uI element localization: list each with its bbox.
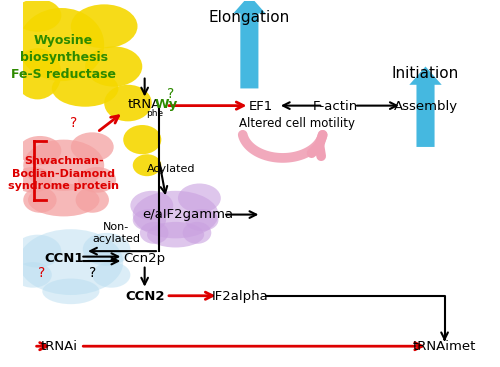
Text: IF2alpha: IF2alpha xyxy=(212,290,268,304)
Ellipse shape xyxy=(14,0,62,32)
Ellipse shape xyxy=(76,187,109,213)
Text: CCN2: CCN2 xyxy=(125,290,164,304)
Ellipse shape xyxy=(18,8,104,81)
Text: tRNA: tRNA xyxy=(128,98,161,112)
FancyArrow shape xyxy=(233,0,266,88)
Ellipse shape xyxy=(24,139,104,191)
Ellipse shape xyxy=(140,222,168,244)
Text: CCN1: CCN1 xyxy=(44,252,84,265)
Ellipse shape xyxy=(28,184,100,217)
Ellipse shape xyxy=(71,132,114,161)
Ellipse shape xyxy=(71,4,138,48)
Ellipse shape xyxy=(147,222,204,247)
Text: Acylated: Acylated xyxy=(146,164,195,174)
Text: e/aIF2gamma: e/aIF2gamma xyxy=(142,208,233,221)
Ellipse shape xyxy=(130,191,173,220)
Ellipse shape xyxy=(42,279,100,304)
Ellipse shape xyxy=(14,262,52,288)
Text: Non-
acylated: Non- acylated xyxy=(92,222,140,244)
Ellipse shape xyxy=(24,187,56,213)
Text: Elongation: Elongation xyxy=(209,10,290,25)
Text: tRNAi: tRNAi xyxy=(40,340,78,353)
Ellipse shape xyxy=(78,167,116,193)
Text: Altered cell motility: Altered cell motility xyxy=(239,117,355,131)
Ellipse shape xyxy=(178,184,221,213)
Text: Shwachman-
Bodian-Diamond
syndrome protein: Shwachman- Bodian-Diamond syndrome prote… xyxy=(8,156,119,192)
FancyArrow shape xyxy=(410,66,442,147)
Ellipse shape xyxy=(14,48,62,99)
Text: ?: ? xyxy=(38,266,45,280)
Text: Wyosine
biosynthesis
Fe-S reductase: Wyosine biosynthesis Fe-S reductase xyxy=(11,34,116,81)
Text: Assembly: Assembly xyxy=(394,100,458,113)
Ellipse shape xyxy=(83,233,130,266)
Text: Initiation: Initiation xyxy=(392,66,459,81)
Ellipse shape xyxy=(85,46,142,87)
Ellipse shape xyxy=(18,229,123,295)
Ellipse shape xyxy=(18,136,62,165)
Ellipse shape xyxy=(182,222,212,244)
Ellipse shape xyxy=(14,235,62,268)
Text: ?: ? xyxy=(70,116,77,130)
Text: phe: phe xyxy=(146,109,163,118)
Ellipse shape xyxy=(185,209,218,231)
Text: F-actin: F-actin xyxy=(312,100,358,113)
Ellipse shape xyxy=(92,262,130,288)
Ellipse shape xyxy=(132,191,218,238)
Text: Ccn2p: Ccn2p xyxy=(124,252,166,265)
Text: Wy: Wy xyxy=(154,98,178,111)
Ellipse shape xyxy=(104,85,152,121)
Ellipse shape xyxy=(123,125,162,154)
Text: EF1: EF1 xyxy=(249,100,274,113)
Ellipse shape xyxy=(132,154,162,176)
Ellipse shape xyxy=(132,209,166,231)
Ellipse shape xyxy=(52,70,118,107)
Text: tRNAimet: tRNAimet xyxy=(413,340,476,353)
Text: ?: ? xyxy=(167,87,174,101)
Text: ?: ? xyxy=(88,266,96,280)
Ellipse shape xyxy=(14,167,52,193)
